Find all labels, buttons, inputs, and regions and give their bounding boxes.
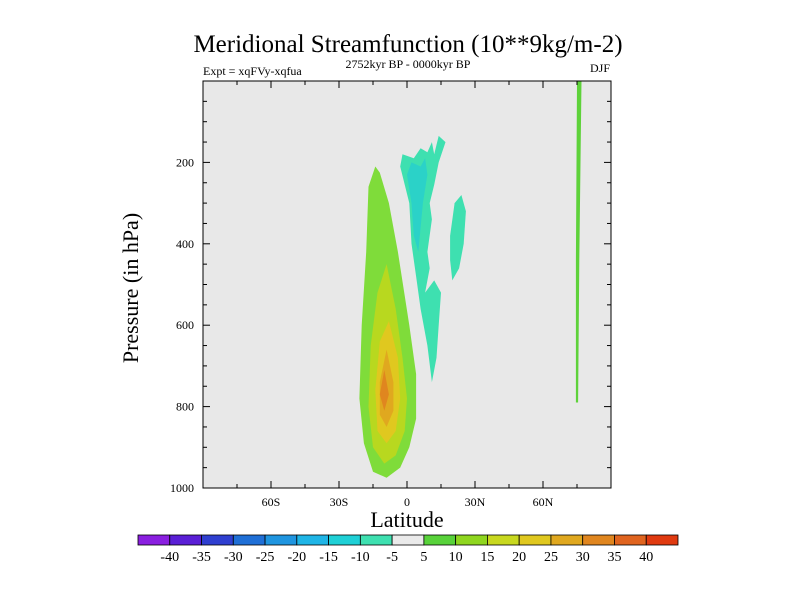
colorbar-swatch (328, 534, 361, 546)
x-tick-label: 30N (465, 495, 486, 509)
colorbar-label: -30 (224, 550, 243, 565)
colorbar-label: -5 (386, 550, 398, 565)
colorbar-swatch (582, 534, 615, 546)
colorbar-label: 25 (544, 550, 558, 565)
colorbar-swatch (518, 534, 552, 546)
colorbar-label: -15 (319, 550, 338, 565)
y-axis-label: Pressure (in hPa) (118, 213, 143, 363)
colorbar-label: -40 (160, 550, 179, 565)
colorbar-swatch (201, 534, 234, 546)
colorbar-label: 10 (449, 550, 463, 565)
colorbar-label: -20 (287, 550, 306, 565)
colorbar-swatch (614, 534, 647, 546)
colorbar-label: 35 (607, 550, 621, 565)
colorbar-label: 40 (639, 550, 653, 565)
x-tick-label: 30S (330, 495, 349, 509)
subtitle-left: Expt = xqFVy-xqfua (203, 64, 302, 78)
negative-cell-tropics-level-2 (407, 158, 428, 252)
colorbar-swatch (391, 534, 425, 546)
subtitle-center: 2752kyr BP - 0000kyr BP (346, 57, 471, 71)
y-tick-label: 200 (176, 155, 194, 169)
colorbar-swatch (359, 534, 393, 546)
colorbar-label: 5 (420, 550, 427, 565)
chart-title: Meridional Streamfunction (10**9kg/m-2) (193, 31, 622, 58)
x-tick-label: 0 (404, 495, 410, 509)
x-axis: 60S 30S 0 30N 60N (202, 81, 612, 509)
colorbar-swatch (169, 534, 202, 546)
x-tick-label: 60S (262, 495, 281, 509)
colorbar-swatch (232, 534, 266, 546)
colorbar-swatch (296, 534, 329, 546)
subtitle-right: DJF (590, 61, 610, 75)
colorbar: -40 -35 -30 -25 -20 -15 -10 -5 5 10 15 20 25 30 35 40 (137, 534, 679, 565)
colorbar-label: 30 (576, 550, 590, 565)
y-tick-label: 600 (176, 318, 194, 332)
colorbar-swatch (264, 534, 298, 546)
colorbar-swatch (645, 534, 679, 546)
contour-layer (359, 81, 582, 478)
colorbar-swatch (550, 534, 584, 546)
x-axis-label: Latitude (370, 507, 443, 532)
colorbar-swatch (487, 534, 520, 546)
colorbar-label: 15 (480, 550, 494, 565)
negative-blob-20N-level-1 (450, 195, 466, 281)
x-tick-label: 60N (533, 495, 554, 509)
colorbar-swatch (455, 534, 488, 546)
positive-line-high-latitude-level-1 (575, 81, 582, 403)
y-tick-label: 1000 (170, 481, 194, 495)
colorbar-label: -35 (192, 550, 211, 565)
y-tick-label: 400 (176, 237, 194, 251)
colorbar-swatch (137, 534, 171, 546)
y-axis: 200 400 600 800 1000 (170, 80, 611, 495)
y-tick-label: 800 (176, 400, 194, 414)
colorbar-swatch (423, 534, 457, 546)
colorbar-label: -25 (256, 550, 275, 565)
positive-cell-tropics-level-5 (379, 370, 389, 411)
colorbar-label: 20 (512, 550, 526, 565)
colorbar-label: -10 (351, 550, 370, 565)
